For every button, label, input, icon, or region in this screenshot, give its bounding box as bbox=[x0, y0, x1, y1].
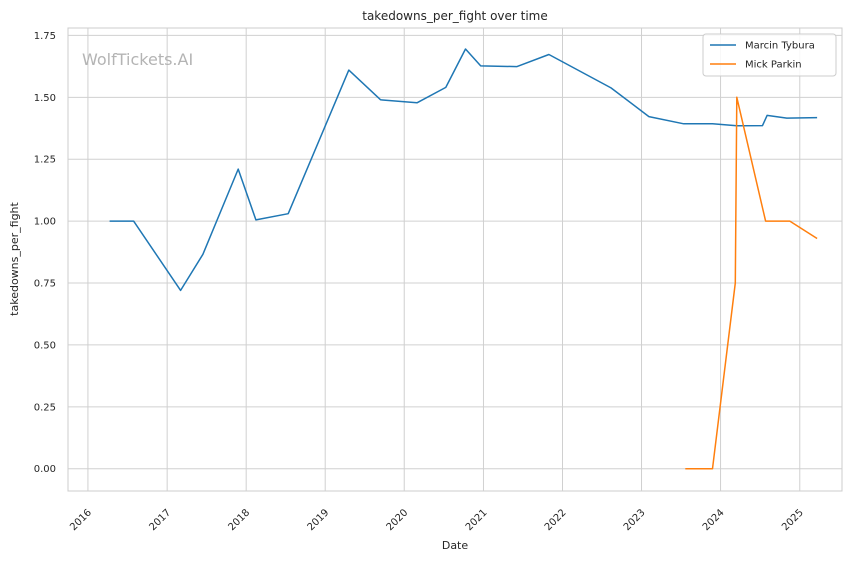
watermark: WolfTickets.AI bbox=[82, 50, 193, 69]
y-tick-label: 1.75 bbox=[34, 31, 56, 42]
grid-lines bbox=[68, 28, 842, 491]
y-tick-label: 0.25 bbox=[34, 402, 56, 413]
plot-area bbox=[67, 27, 843, 492]
y-tick-label: 0.00 bbox=[34, 464, 56, 475]
x-tick-label: 2016 bbox=[68, 507, 94, 533]
x-tick-label: 2017 bbox=[148, 507, 174, 533]
series-line bbox=[109, 48, 818, 292]
x-tick-label: 2024 bbox=[701, 507, 727, 533]
series-line bbox=[685, 96, 818, 470]
x-tick-label: 2020 bbox=[385, 507, 411, 533]
y-tick-label: 0.50 bbox=[34, 340, 56, 351]
legend: Marcin Tybura Mick Parkin bbox=[702, 33, 837, 77]
series-lines bbox=[109, 48, 818, 470]
legend-entry: Marcin Tybura bbox=[745, 41, 815, 52]
x-tick-label: 2021 bbox=[464, 507, 490, 533]
y-axis-label: takedowns_per_fight bbox=[8, 201, 21, 315]
x-tick-label: 2019 bbox=[306, 507, 332, 533]
x-tick-label: 2022 bbox=[543, 507, 569, 533]
y-tick-label: 1.00 bbox=[34, 217, 56, 228]
legend-box bbox=[702, 33, 837, 77]
x-tick-label: 2025 bbox=[780, 507, 806, 533]
x-tick-label: 2018 bbox=[227, 507, 253, 533]
y-tick-label: 0.75 bbox=[34, 279, 56, 290]
legend-entry: Mick Parkin bbox=[745, 60, 802, 71]
y-tick-label: 1.25 bbox=[34, 155, 56, 166]
y-tick-label: 1.50 bbox=[34, 93, 56, 104]
x-tick-label: 2023 bbox=[622, 507, 648, 533]
chart-title: takedowns_per_fight over time bbox=[362, 9, 548, 23]
x-axis-label: Date bbox=[442, 539, 469, 552]
